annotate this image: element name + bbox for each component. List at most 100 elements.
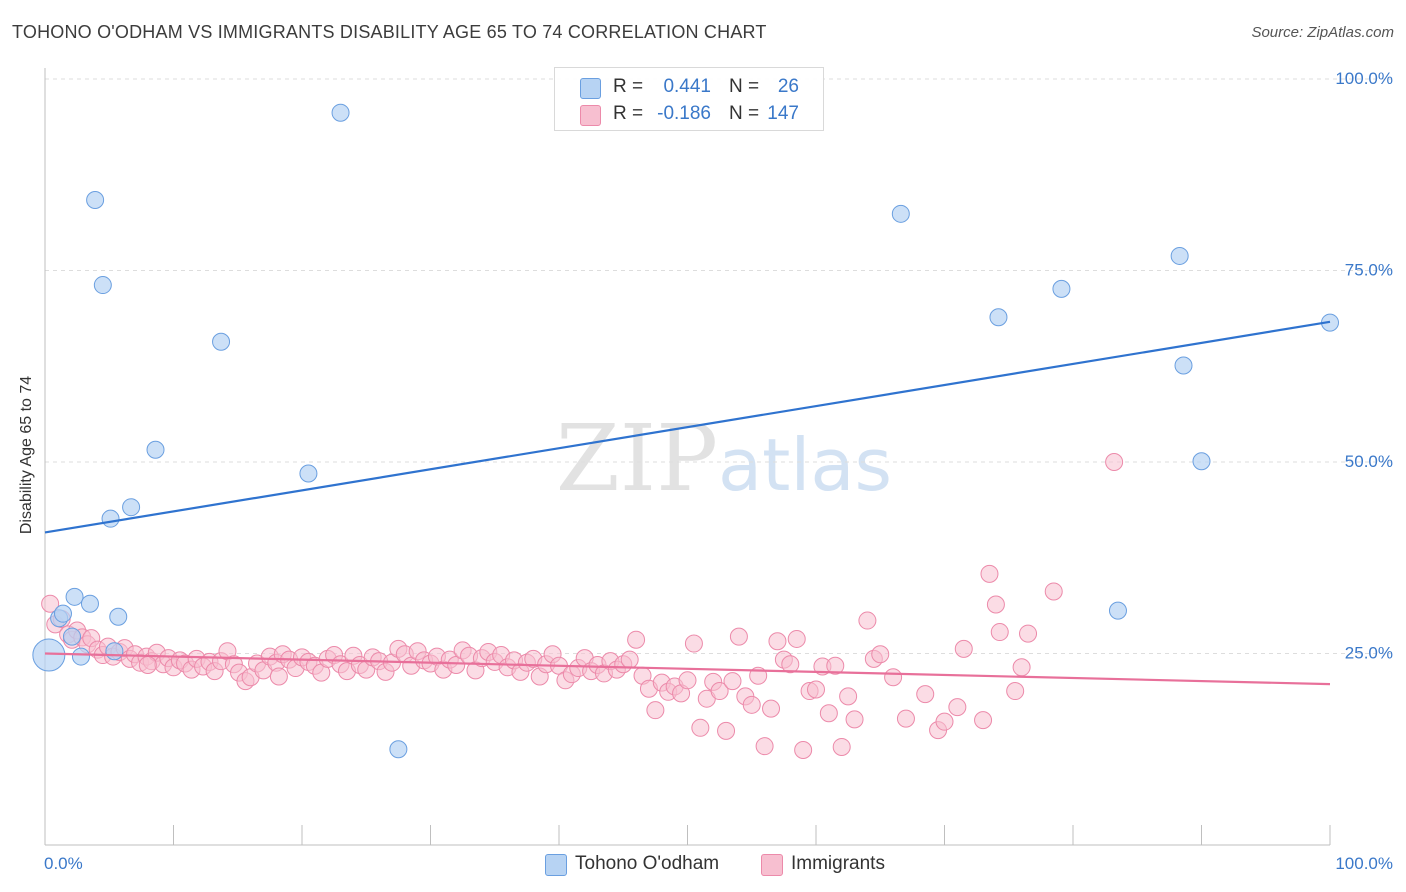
r-value: 0.441 xyxy=(663,76,711,97)
tohono-point xyxy=(71,647,90,666)
immigrants-point xyxy=(710,682,729,701)
immigrants-point xyxy=(1006,682,1025,701)
r-label: R = xyxy=(613,103,644,124)
immigrants-point xyxy=(742,695,761,714)
immigrants-point xyxy=(729,627,748,646)
tohono-trend-line xyxy=(44,320,1331,534)
immigrants-point xyxy=(839,687,858,706)
immigrants-point xyxy=(787,629,806,648)
immigrants-point xyxy=(884,668,903,687)
r-value: -0.186 xyxy=(657,103,711,124)
tohono-points xyxy=(32,103,1339,759)
tohono-point xyxy=(331,103,350,122)
immigrants-point xyxy=(1012,658,1031,677)
tohono-point xyxy=(86,191,105,210)
legend-label: Immigrants xyxy=(791,853,885,874)
tohono-point xyxy=(1052,279,1071,298)
source-label: Source: ZipAtlas.com xyxy=(1251,24,1394,41)
x-tick-label: 100.0% xyxy=(1335,854,1393,873)
immigrants-point xyxy=(691,718,710,737)
tohono-point xyxy=(389,740,408,759)
immigrants-swatch xyxy=(761,854,783,876)
axes xyxy=(44,68,1331,846)
legend-row-immigrants: R = -0.186 N = 147 xyxy=(555,99,823,126)
watermark-zip: ZIP xyxy=(556,405,718,512)
tohono-swatch xyxy=(545,854,567,876)
immigrants-point xyxy=(1044,582,1063,601)
tohono-point xyxy=(1170,246,1189,265)
n-label: N = xyxy=(729,103,760,124)
immigrants-point xyxy=(954,639,973,658)
tohono-point xyxy=(891,204,910,223)
tohono-point xyxy=(80,594,99,613)
y-tick-label: 75.0% xyxy=(1345,261,1393,280)
immigrants-point xyxy=(269,667,288,686)
y-tick-label: 100.0% xyxy=(1335,69,1393,88)
immigrants-trend-line xyxy=(44,652,1331,686)
immigrants-point xyxy=(620,650,639,669)
immigrants-point xyxy=(845,710,864,729)
tohono-point xyxy=(65,587,84,606)
immigrants-point xyxy=(986,595,1005,614)
immigrants-point xyxy=(858,611,877,630)
immigrants-point xyxy=(646,701,665,720)
immigrants-point xyxy=(723,672,742,691)
tohono-point xyxy=(122,498,141,517)
immigrants-point xyxy=(138,655,157,674)
n-value: 26 xyxy=(777,76,799,97)
immigrants-point xyxy=(794,741,813,760)
y-tick-labels: 25.0% 50.0% 75.0% 100.0% xyxy=(1335,69,1393,663)
immigrants-point xyxy=(627,630,646,649)
r-label: R = xyxy=(613,76,644,97)
x-tick-labels: 0.0% 100.0% xyxy=(44,854,1393,873)
tohono-point xyxy=(93,276,112,295)
immigrants-point xyxy=(717,721,736,740)
immigrants-point xyxy=(896,709,915,728)
immigrants-point xyxy=(755,737,774,756)
legend-label: Tohono O'odham xyxy=(575,853,720,874)
x-tick-label: 0.0% xyxy=(44,854,83,873)
immigrants-point xyxy=(871,645,890,664)
n-value: 147 xyxy=(767,103,799,124)
tohono-point xyxy=(989,308,1008,327)
immigrants-point xyxy=(935,712,954,731)
immigrants-point xyxy=(807,680,825,699)
immigrants-point xyxy=(832,737,851,756)
tohono-point xyxy=(101,509,120,528)
tohono-point xyxy=(146,440,165,459)
immigrants-point xyxy=(916,685,935,704)
legend-row-tohono: R = 0.441 N = 26 xyxy=(555,72,823,99)
immigrants-point xyxy=(768,632,787,651)
tohono-point xyxy=(109,607,128,626)
immigrants-point xyxy=(990,623,1009,642)
immigrants-point xyxy=(826,656,845,675)
y-tick-label: 50.0% xyxy=(1345,452,1393,471)
y-tick-label: 25.0% xyxy=(1345,644,1393,663)
immigrants-point xyxy=(41,594,60,613)
chart-title: TOHONO O'ODHAM VS IMMIGRANTS DISABILITY … xyxy=(12,22,767,42)
immigrants-point xyxy=(980,564,999,583)
immigrants-point xyxy=(948,698,967,717)
tohono-point xyxy=(1192,452,1211,471)
tohono-point xyxy=(212,332,231,351)
correlation-legend: R = 0.441 N = 26 R = -0.186 N = 147 xyxy=(554,67,824,131)
watermark-atlas: atlas xyxy=(718,423,892,507)
tohono-point xyxy=(53,604,72,623)
immigrants-point xyxy=(974,711,993,730)
immigrants-point xyxy=(819,704,838,723)
tohono-point xyxy=(1108,601,1127,620)
series-legend: Tohono O'odham Immigrants xyxy=(0,852,1406,878)
immigrants-point xyxy=(781,655,800,674)
trend-lines xyxy=(44,320,1331,686)
tohono-point xyxy=(1174,356,1193,375)
immigrants-point xyxy=(762,699,781,718)
tohono-swatch xyxy=(580,78,601,99)
immigrants-point xyxy=(678,671,697,690)
tohono-point xyxy=(62,627,81,646)
tohono-point xyxy=(299,464,318,483)
immigrants-point xyxy=(1105,453,1124,471)
immigrants-point xyxy=(1019,624,1038,643)
n-label: N = xyxy=(729,76,760,97)
immigrants-swatch xyxy=(580,105,601,126)
